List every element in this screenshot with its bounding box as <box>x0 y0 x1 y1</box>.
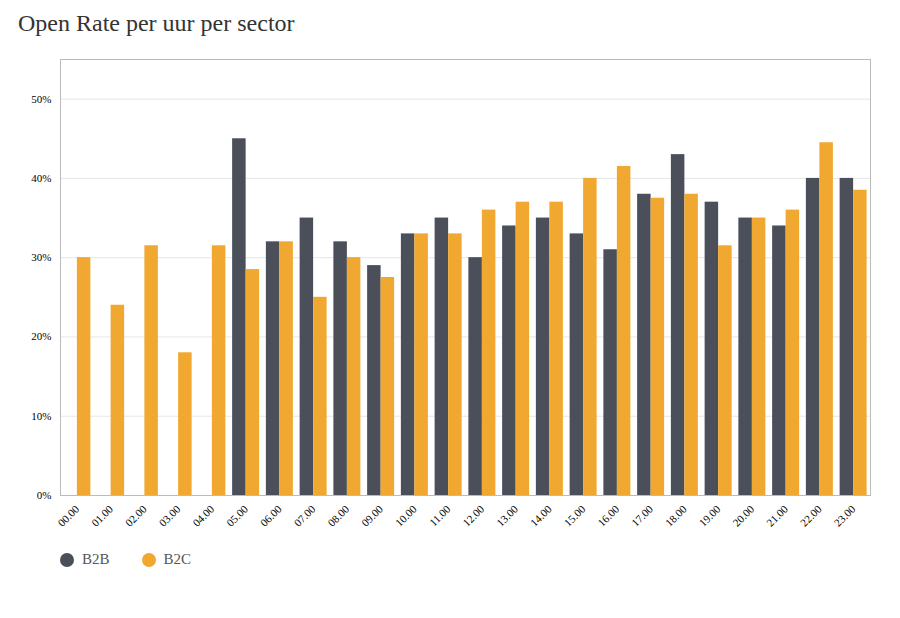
html-text:Open Rate per uur per sector: Open Rate per uur per sector <box>18 10 295 36</box>
svg-text:10.00: 10.00 <box>393 502 419 528</box>
svg-text:01.00: 01.00 <box>89 502 115 528</box>
html-text:B2B: B2B <box>82 551 110 567</box>
svg-text:06.00: 06.00 <box>258 502 284 528</box>
svg-text:02.00: 02.00 <box>123 502 149 528</box>
html-text:B2C: B2C <box>163 551 191 567</box>
svg-text:20%: 20% <box>31 330 51 342</box>
svg-text:21.00: 21.00 <box>764 502 790 528</box>
svg-text:18.00: 18.00 <box>663 502 689 528</box>
svg-text:20.00: 20.00 <box>730 502 756 528</box>
svg-text:05.00: 05.00 <box>224 502 250 528</box>
svg-text:16.00: 16.00 <box>595 502 621 528</box>
svg-text:30%: 30% <box>31 251 51 263</box>
svg-text:40%: 40% <box>31 172 51 184</box>
svg-text:14.00: 14.00 <box>528 502 554 528</box>
svg-text:15.00: 15.00 <box>562 502 588 528</box>
svg-text:04.00: 04.00 <box>190 502 216 528</box>
svg-text:08.00: 08.00 <box>325 502 351 528</box>
svg-text:19.00: 19.00 <box>697 502 723 528</box>
svg-text:13.00: 13.00 <box>494 502 520 528</box>
svg-text:12.00: 12.00 <box>460 502 486 528</box>
svg-text:03.00: 03.00 <box>157 502 183 528</box>
svg-text:50%: 50% <box>31 93 51 105</box>
svg-text:09.00: 09.00 <box>359 502 385 528</box>
svg-text:00.00: 00.00 <box>55 502 81 528</box>
svg-text:11.00: 11.00 <box>427 502 453 528</box>
svg-text:22.00: 22.00 <box>798 502 824 528</box>
svg-text:23.00: 23.00 <box>832 502 858 528</box>
svg-text:0%: 0% <box>37 489 52 501</box>
svg-text:07.00: 07.00 <box>292 502 318 528</box>
svg-text:10%: 10% <box>31 410 51 422</box>
svg-text:17.00: 17.00 <box>629 502 655 528</box>
